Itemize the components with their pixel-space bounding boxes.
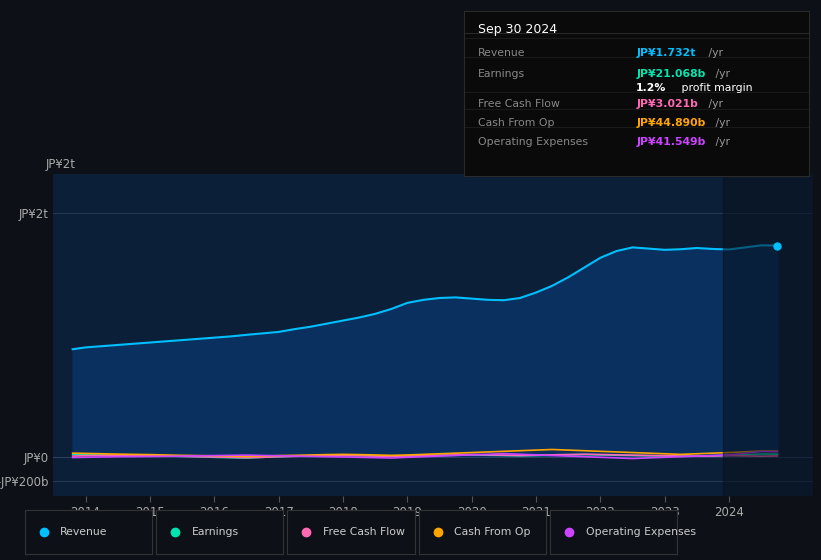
- Text: Earnings: Earnings: [478, 69, 525, 79]
- Text: Operating Expenses: Operating Expenses: [478, 137, 588, 147]
- Text: JP¥21.068b: JP¥21.068b: [636, 69, 706, 79]
- Text: JP¥41.549b: JP¥41.549b: [636, 137, 706, 147]
- Text: Revenue: Revenue: [60, 527, 108, 537]
- Text: /yr: /yr: [705, 99, 723, 109]
- Text: /yr: /yr: [712, 69, 730, 79]
- Text: Free Cash Flow: Free Cash Flow: [478, 99, 560, 109]
- Text: Cash From Op: Cash From Op: [478, 118, 554, 128]
- Text: 1.2%: 1.2%: [636, 83, 667, 93]
- Text: /yr: /yr: [712, 118, 730, 128]
- Text: JP¥1.732t: JP¥1.732t: [636, 48, 695, 58]
- Text: JP¥2t: JP¥2t: [45, 158, 76, 171]
- Text: /yr: /yr: [712, 137, 730, 147]
- Text: Operating Expenses: Operating Expenses: [585, 527, 695, 537]
- Text: Sep 30 2024: Sep 30 2024: [478, 23, 557, 36]
- Text: Revenue: Revenue: [478, 48, 525, 58]
- Text: /yr: /yr: [705, 48, 723, 58]
- Text: profit margin: profit margin: [677, 83, 752, 93]
- Bar: [722, 174, 813, 496]
- Text: Earnings: Earnings: [191, 527, 239, 537]
- Text: JP¥3.021b: JP¥3.021b: [636, 99, 698, 109]
- Text: JP¥44.890b: JP¥44.890b: [636, 118, 706, 128]
- Text: Cash From Op: Cash From Op: [454, 527, 531, 537]
- Text: Free Cash Flow: Free Cash Flow: [323, 527, 405, 537]
